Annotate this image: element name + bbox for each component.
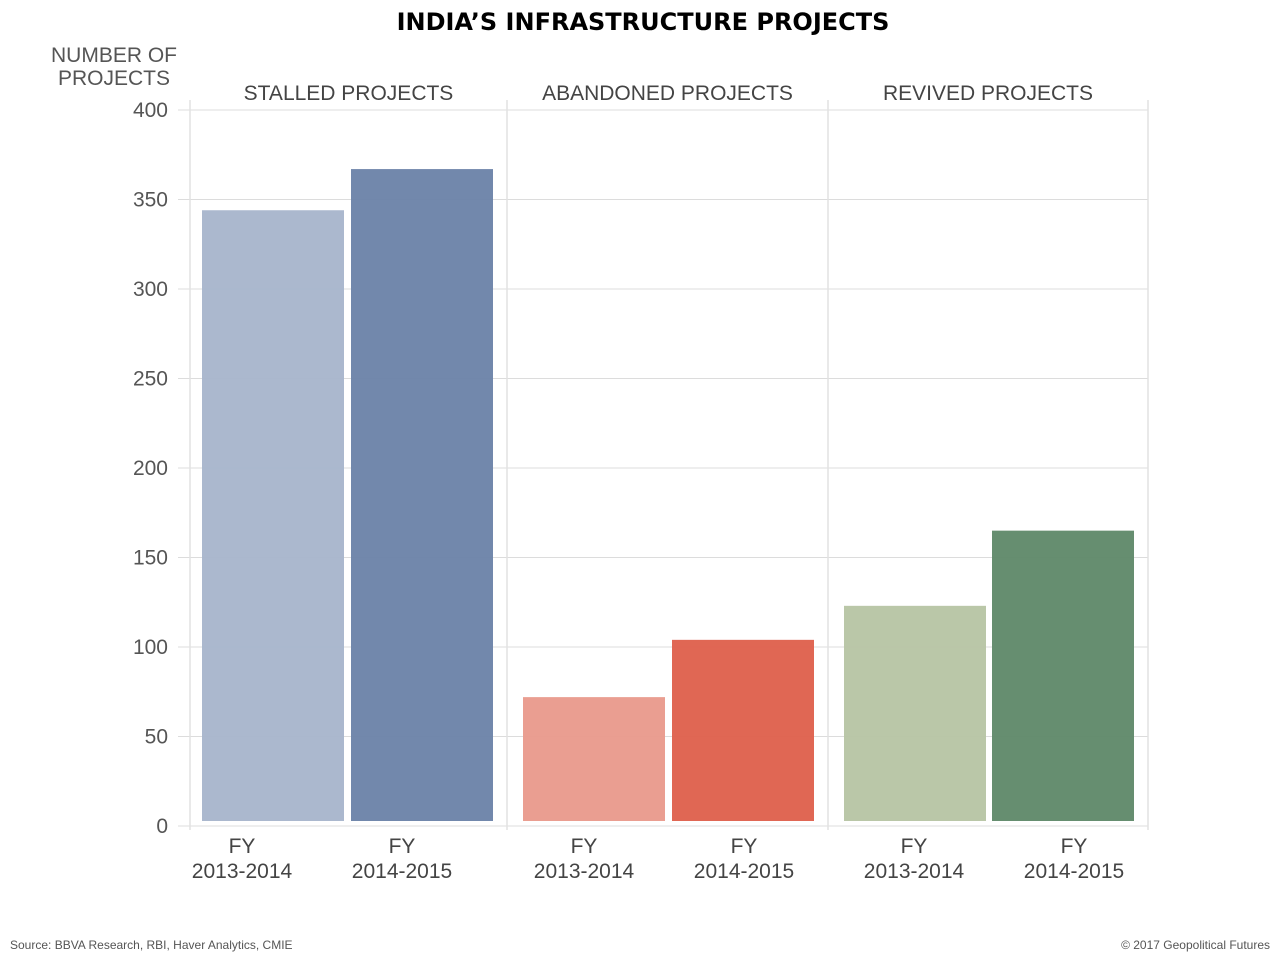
y-tick-label: 100 — [133, 636, 168, 659]
x-tick-label: FY — [389, 835, 416, 858]
x-tick-label: FY — [229, 835, 256, 858]
x-tick-label: 2013-2014 — [534, 860, 635, 883]
y-tick-label: 350 — [133, 189, 168, 212]
y-axis-label-line2: PROJECTS — [58, 67, 170, 90]
x-tick-label: 2014-2015 — [1024, 860, 1124, 883]
y-tick-label: 300 — [133, 278, 168, 301]
source-note: Source: BBVA Research, RBI, Haver Analyt… — [10, 938, 293, 952]
x-tick-label: 2013-2014 — [192, 860, 293, 883]
panel-title: ABANDONED PROJECTS — [542, 82, 793, 105]
x-tick-label: FY — [571, 835, 598, 858]
panel-title: STALLED PROJECTS — [244, 82, 454, 105]
chart-title: INDIA’S INFRASTRUCTURE PROJECTS — [397, 8, 890, 36]
y-tick-label: 150 — [133, 547, 168, 570]
y-tick-label: 400 — [133, 99, 168, 122]
x-tick-label: 2013-2014 — [864, 860, 965, 883]
bar — [202, 210, 344, 822]
x-tick-label: 2014-2015 — [694, 860, 794, 883]
panel-title: REVIVED PROJECTS — [883, 82, 1093, 105]
copyright-note: © 2017 Geopolitical Futures — [1121, 938, 1270, 952]
bar — [351, 169, 493, 821]
y-axis-label-line1: NUMBER OF — [51, 44, 177, 67]
bar — [844, 605, 986, 821]
y-tick-label: 0 — [156, 815, 168, 838]
y-tick-label: 50 — [145, 726, 168, 749]
bar — [672, 639, 814, 821]
y-tick-label: 250 — [133, 368, 168, 391]
x-tick-label: FY — [1061, 835, 1088, 858]
bar — [992, 530, 1134, 821]
bar — [523, 697, 665, 821]
x-tick-label: FY — [901, 835, 928, 858]
y-tick-label: 200 — [133, 457, 168, 480]
x-tick-label: 2014-2015 — [352, 860, 452, 883]
x-tick-label: FY — [731, 835, 758, 858]
